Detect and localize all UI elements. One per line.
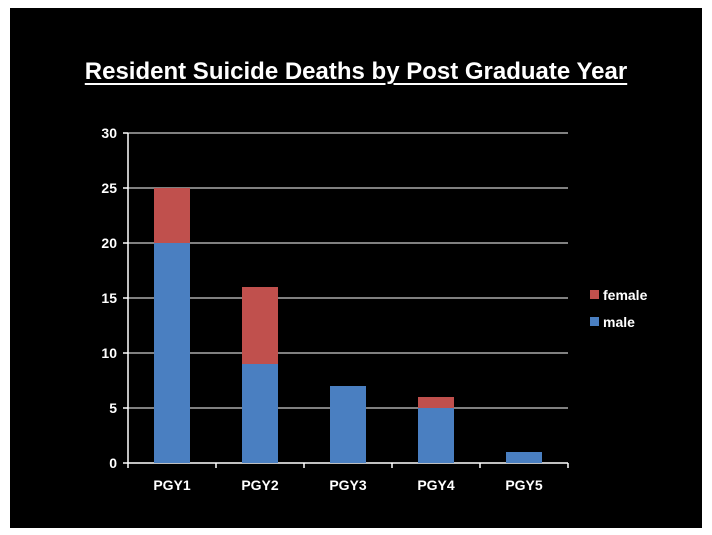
bar-male-pgy3 [330,386,366,463]
y-tick-label: 10 [101,345,117,361]
bar-male-pgy1 [154,243,190,463]
legend-label-female: female [603,287,648,303]
tick-labels: 0 5 10 15 20 25 30 PGY1 PGY2 PGY3 PGY4 PGY5 [101,125,542,493]
legend: female male [590,287,648,330]
y-tick-label: 20 [101,235,117,251]
legend-swatch-male [590,317,599,326]
y-tick-label: 5 [109,400,117,416]
bars [154,188,542,463]
legend-label-male: male [603,314,635,330]
y-tick-label: 0 [109,455,117,471]
grid-lines [128,132,568,409]
bar-male-pgy4 [418,408,454,463]
bar-male-pgy5 [506,452,542,463]
bar-female-pgy2 [242,287,278,364]
y-tick-label: 30 [101,125,117,141]
x-tick-label: PGY4 [417,477,455,493]
x-tick-label: PGY2 [241,477,279,493]
legend-swatch-female [590,290,599,299]
y-tick-label: 25 [101,180,117,196]
x-tick-label: PGY5 [505,477,543,493]
y-tick-label: 15 [101,290,117,306]
x-tick-label: PGY3 [329,477,367,493]
chart-title: Resident Suicide Deaths by Post Graduate… [84,58,628,85]
bar-female-pgy4 [418,397,454,408]
bar-male-pgy2 [242,364,278,463]
bar-female-pgy1 [154,188,190,243]
x-tick-label: PGY1 [153,477,191,493]
